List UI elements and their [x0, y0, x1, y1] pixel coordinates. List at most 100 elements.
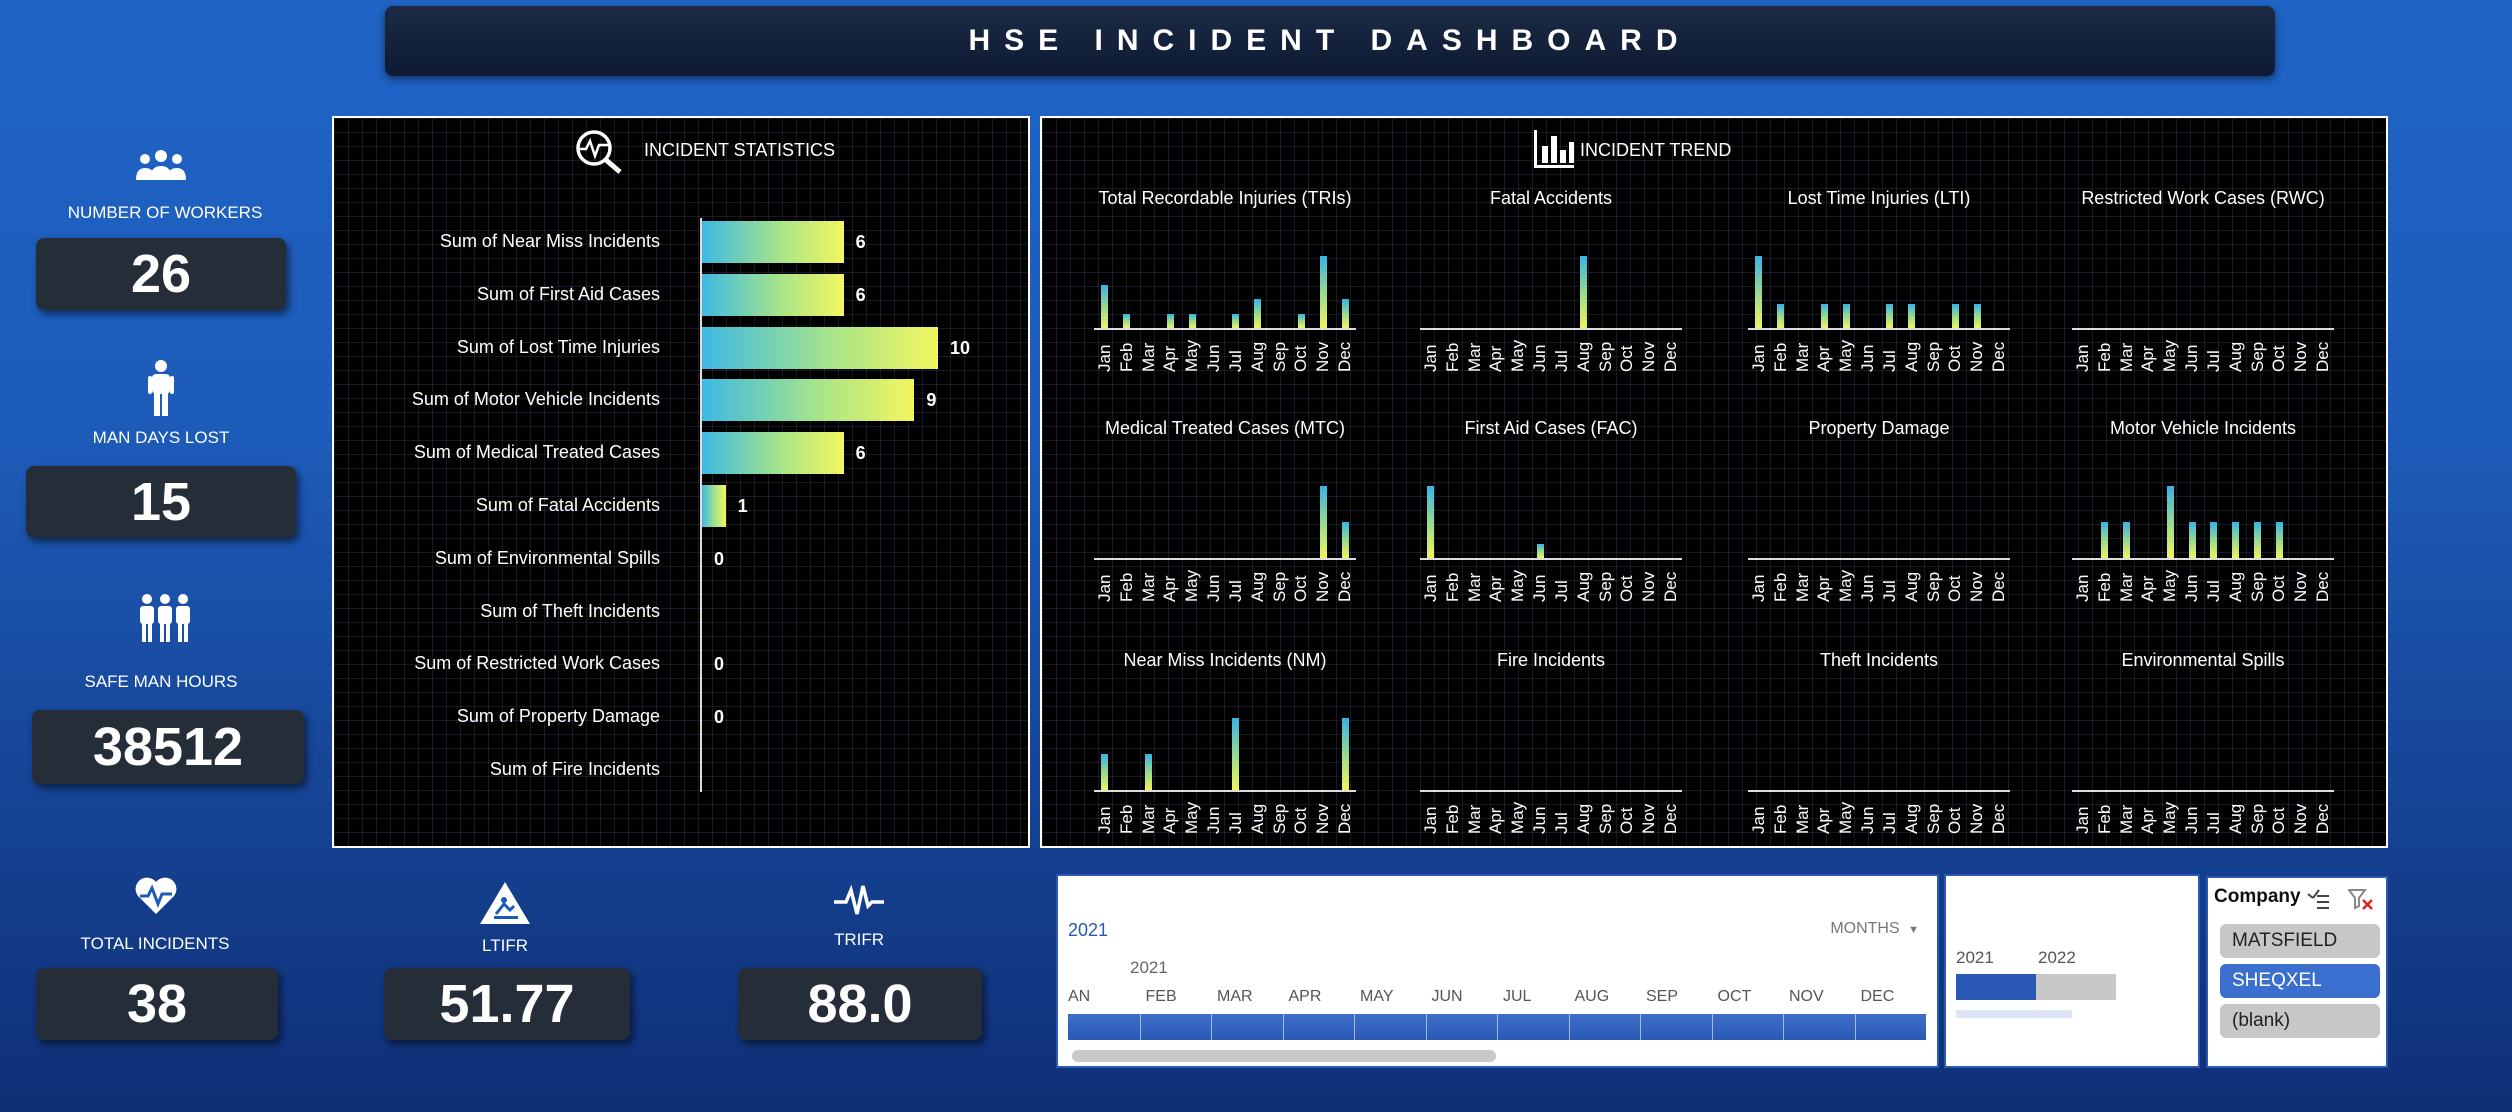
- month-label: Dec: [2313, 803, 2333, 834]
- company-slicer-title: Company: [2214, 886, 2301, 907]
- company-option[interactable]: (blank): [2220, 1004, 2380, 1038]
- month-label: Aug: [2225, 341, 2245, 372]
- month-label: Sep: [1595, 571, 1615, 602]
- year-option-2021[interactable]: 2021: [1956, 948, 1994, 967]
- month-label: Feb: [1116, 804, 1136, 834]
- month-label: Sep: [2247, 341, 2267, 372]
- timeline-month[interactable]: DEC: [1860, 988, 1895, 1005]
- timeline-ticks: [1068, 1014, 1926, 1040]
- ltifr-label: LTIFR: [482, 936, 528, 955]
- mini-chart-axis: [2072, 790, 2334, 792]
- stat-value: 0: [714, 707, 725, 728]
- timeline-month[interactable]: JUN: [1431, 988, 1463, 1005]
- month-label: Feb: [1770, 342, 1790, 372]
- timeline-scrollbar[interactable]: [1072, 1050, 1496, 1062]
- mini-chart-title: Medical Treated Cases (MTC): [1104, 418, 1346, 438]
- timeline-tick: [1783, 1014, 1784, 1040]
- month-label: Aug: [1247, 571, 1267, 602]
- timeline-month[interactable]: SEP: [1646, 988, 1679, 1005]
- mini-chart-bar: [1886, 304, 1894, 328]
- mini-chart-bar: [2166, 486, 2174, 558]
- month-label: Mar: [1464, 804, 1484, 834]
- timeline-month[interactable]: APR: [1288, 988, 1322, 1005]
- month-label: Mar: [1792, 342, 1812, 372]
- mini-chart-bar: [2254, 522, 2262, 558]
- mini-chart-bar: [1297, 313, 1305, 328]
- timeline-month[interactable]: FEB: [1145, 988, 1177, 1005]
- mini-chart-bar: [1341, 718, 1349, 790]
- stat-bars: 6 6 10 9 6 1 0 0 0: [702, 118, 1022, 846]
- stat-bar: [702, 485, 726, 527]
- total-incidents-value: 38: [36, 968, 278, 1040]
- month-label: Feb: [1770, 804, 1790, 834]
- month-label: Dec: [2313, 341, 2333, 372]
- month-label: Mar: [1138, 342, 1158, 372]
- stats-axis: [700, 218, 702, 792]
- month-label: Oct: [2269, 575, 2289, 602]
- year-slicer[interactable]: 2021 2022: [1944, 874, 2200, 1068]
- month-label: Feb: [1116, 342, 1136, 372]
- timeline-month[interactable]: MAR: [1217, 988, 1253, 1005]
- mini-chart-axis: [1094, 790, 1356, 792]
- month-label: May: [1508, 569, 1528, 602]
- month-label: Apr: [1486, 345, 1506, 372]
- month-label: Jul: [1551, 812, 1571, 834]
- mini-chart-bar: [2123, 522, 2131, 558]
- mini-chart-title: Environmental Spills: [2121, 650, 2285, 670]
- month-label: Oct: [1291, 575, 1311, 602]
- month-label: Jul: [1551, 350, 1571, 372]
- stat-label: Sum of Fire Incidents: [489, 759, 660, 779]
- mini-chart-bar: [1101, 754, 1109, 790]
- timeline-month[interactable]: AN: [1068, 988, 1091, 1005]
- timeline-month[interactable]: MAY: [1360, 988, 1394, 1005]
- timeline-slicer[interactable]: 2021 MONTHS ▼ 2021 AN FEB MAR APR MAY JUN JUL A…: [1056, 874, 1939, 1068]
- timeline-period-dropdown[interactable]: MONTHS ▼: [1830, 920, 1919, 938]
- mini-chart-title: Motor Vehicle Incidents: [2109, 418, 2297, 438]
- company-option[interactable]: SHEQXEL: [2220, 964, 2380, 998]
- mini-chart-bar: [1341, 522, 1349, 558]
- multi-select-icon[interactable]: [2306, 888, 2330, 910]
- clear-filter-icon[interactable]: [2348, 888, 2374, 910]
- stat-label: Sum of Fatal Accidents: [475, 495, 660, 515]
- timeline-year: 2021: [1068, 920, 1109, 940]
- year-option-2022[interactable]: 2022: [2038, 948, 2076, 967]
- person-icon: [148, 360, 174, 416]
- month-label: Nov: [1967, 803, 1987, 834]
- month-label: Apr: [1814, 807, 1834, 834]
- month-label: Jul: [1225, 812, 1245, 834]
- timeline-month[interactable]: AUG: [1574, 988, 1610, 1005]
- month-label: Dec: [1661, 571, 1681, 602]
- timeline-month[interactable]: JUL: [1503, 988, 1532, 1005]
- year-selection-fill: [1956, 974, 2036, 1000]
- month-label: Apr: [2138, 345, 2158, 372]
- month-label: Feb: [1770, 572, 1790, 602]
- month-label: Nov: [2291, 803, 2311, 834]
- dashboard-title-bar: HSE INCIDENT DASHBOARD: [385, 6, 2275, 76]
- month-label: Oct: [1945, 345, 1965, 372]
- year-scrollbar[interactable]: [1956, 1010, 2072, 1018]
- mini-chart-bar: [1254, 299, 1262, 328]
- month-label: Jan: [1094, 344, 1114, 372]
- year-track[interactable]: [1956, 974, 2116, 1000]
- mini-chart-axis: [1748, 328, 2010, 330]
- stat-value: 0: [714, 654, 725, 675]
- timeline-month[interactable]: OCT: [1717, 988, 1752, 1005]
- company-slicer: Company MATSFIELD SHEQXEL (blank): [2206, 876, 2388, 1068]
- mini-chart-axis: [2072, 328, 2334, 330]
- month-label: Aug: [1573, 803, 1593, 834]
- month-label: Apr: [1486, 807, 1506, 834]
- timeline-month[interactable]: NOV: [1789, 988, 1824, 1005]
- month-label: Jan: [1748, 574, 1768, 602]
- month-label: Feb: [1442, 342, 1462, 372]
- mini-chart-bar: [1145, 754, 1153, 790]
- mini-chart-bar: [1580, 256, 1588, 328]
- month-label: Sep: [2247, 571, 2267, 602]
- trifr-label: TRIFR: [833, 930, 885, 949]
- mini-chart-title: Property Damage: [1808, 418, 1950, 438]
- stat-value: 1: [737, 496, 748, 516]
- month-label: Dec: [1661, 803, 1681, 834]
- timeline-months: AN FEB MAR APR MAY JUN JUL AUG SEP OCT NOV DEC: [1068, 988, 1926, 1012]
- month-label: Nov: [1313, 803, 1333, 834]
- stat-label: Sum of First Aid Cases: [476, 283, 660, 304]
- company-option[interactable]: MATSFIELD: [2220, 924, 2380, 958]
